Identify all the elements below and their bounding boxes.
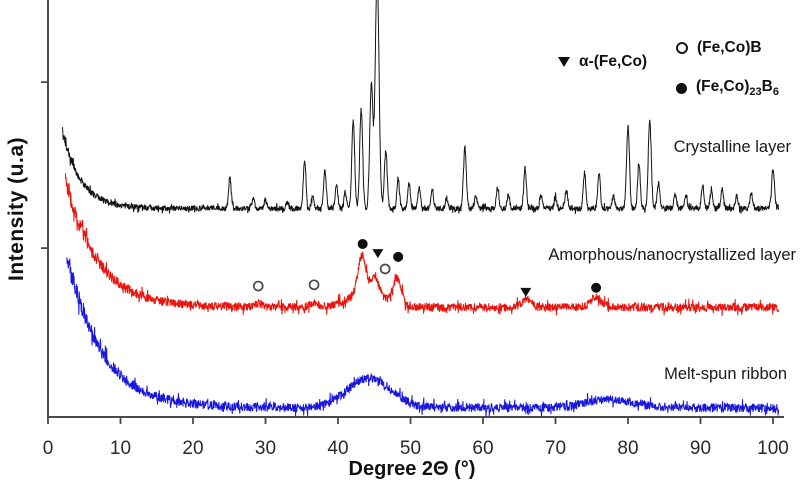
legend-item-feco23b6: (Fe,Co)23B6 <box>676 78 779 98</box>
series-curve-0 <box>62 0 780 214</box>
x-tick-label: 60 <box>472 438 493 459</box>
x-tick-label: 40 <box>327 438 348 459</box>
x-tick-label: 100 <box>757 438 789 459</box>
legend-label: α-(Fe,Co) <box>579 53 648 70</box>
legend-item-fecob: (Fe,Co)B <box>676 39 762 57</box>
marker-circle-filled <box>357 238 368 249</box>
series-curve-2 <box>66 257 780 418</box>
legend-label: (Fe,Co)23B6 <box>696 78 779 99</box>
x-tick-label: 80 <box>617 438 638 459</box>
curve-label-amorphous-layer: Amorphous/nanocrystallized layer <box>548 246 796 264</box>
curve-label-melt-spun-ribbon: Melt-spun ribbon <box>664 365 787 383</box>
marker-circle-open <box>308 279 320 291</box>
marker-circle-filled <box>591 282 602 293</box>
marker-circle-open <box>379 263 391 275</box>
x-tick-label: 90 <box>690 438 711 459</box>
marker-circle-open <box>252 280 264 292</box>
marker-triangle-down <box>372 249 384 259</box>
filled-circle-icon <box>676 82 687 94</box>
y-axis-title: Intensity (u.a) <box>5 137 28 282</box>
x-tick-label: 0 <box>43 438 54 459</box>
legend-label: (Fe,Co)B <box>697 39 762 56</box>
series-curve-1 <box>64 173 780 316</box>
legend-item-alpha-feco: α-(Fe,Co) <box>558 53 647 71</box>
marker-circle-filled <box>393 251 404 262</box>
x-tick-label: 10 <box>110 438 131 459</box>
x-tick-label: 20 <box>182 438 203 459</box>
x-tick-label: 30 <box>255 438 276 459</box>
triangle-down-icon <box>558 57 570 67</box>
x-tick-label: 70 <box>545 438 566 459</box>
curve-label-crystalline-layer: Crystalline layer <box>673 138 791 156</box>
x-tick-label: 50 <box>400 438 421 459</box>
open-circle-icon <box>676 42 688 54</box>
marker-triangle-down <box>520 287 532 297</box>
x-axis-title: Degree 2Θ (°) <box>348 458 476 480</box>
